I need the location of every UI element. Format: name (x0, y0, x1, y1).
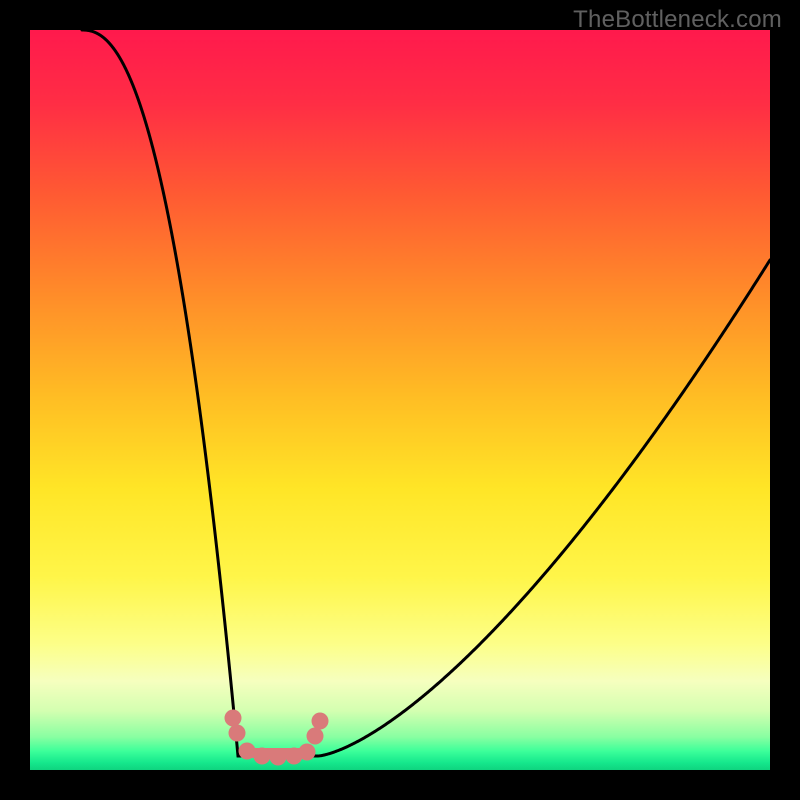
curve-overlay (0, 0, 800, 800)
watermark-text: TheBottleneck.com (573, 6, 782, 34)
chart-root: TheBottleneck.com (0, 0, 800, 800)
floor-marker-dot (239, 743, 256, 760)
response-curve (82, 30, 770, 756)
floor-marker-dot (225, 710, 242, 727)
floor-marker-dot (312, 713, 329, 730)
floor-marker-dot (229, 725, 246, 742)
floor-marker-dot (254, 748, 271, 765)
floor-marker-dot (270, 749, 287, 766)
floor-marker-dot (307, 728, 324, 745)
floor-marker-dot (299, 744, 316, 761)
